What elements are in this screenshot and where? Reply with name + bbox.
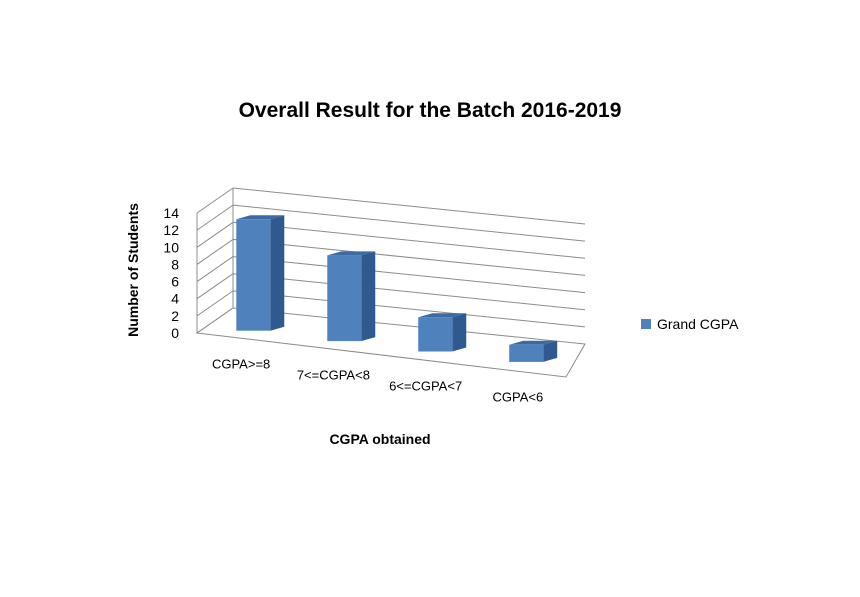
- bar-front-1: [327, 255, 362, 342]
- x-category-label: CGPA>=8: [212, 357, 270, 372]
- y-tick-label: 0: [171, 325, 179, 341]
- y-tick-label: 2: [171, 308, 179, 324]
- legend-label-grand-cgpa: Grand CGPA: [657, 316, 739, 332]
- bar-side-3: [543, 340, 558, 362]
- gridline-left-0: [196, 307, 234, 334]
- y-tick-label: 14: [163, 205, 179, 221]
- y-tick-label: 8: [171, 256, 179, 272]
- bar-3: [509, 340, 558, 362]
- bar-top-3: [509, 340, 558, 345]
- bar-1: [327, 251, 376, 342]
- gridline-back-3: [232, 256, 586, 294]
- gridline-left-2: [196, 273, 234, 300]
- bar-side-0: [270, 215, 285, 331]
- bar-front-2: [418, 317, 453, 352]
- gridline-back-1: [232, 290, 586, 328]
- y-tick-label: 12: [163, 222, 179, 238]
- gridline-left-7: [196, 187, 234, 214]
- gridlines: [195, 187, 586, 378]
- gridline-back-5: [232, 221, 586, 259]
- legend-swatch-grand-cgpa: [641, 319, 651, 329]
- gridline-left-6: [196, 204, 234, 231]
- bar-top-2: [418, 313, 467, 318]
- bar-front-3: [509, 344, 544, 362]
- gridline-left-3: [196, 256, 234, 282]
- gridline-left-5: [196, 221, 234, 248]
- gridline-back-2: [232, 273, 586, 311]
- legend: Grand CGPA: [641, 316, 739, 332]
- bar-side-2: [452, 313, 467, 352]
- bar-top-0: [236, 215, 285, 220]
- gridline-left-1: [196, 290, 234, 317]
- bars: [236, 215, 558, 362]
- bar-side-1: [361, 251, 376, 342]
- bar-0: [236, 215, 285, 331]
- gridline-back-7: [232, 187, 586, 225]
- x-axis-labels: CGPA>=8 7<=CGPA<8 6<=CGPA<7 CGPA<6: [212, 357, 543, 405]
- x-axis-title: CGPA obtained: [329, 431, 430, 447]
- bar-top-1: [327, 251, 376, 256]
- bar-2: [418, 313, 467, 352]
- y-axis-title: Number of Students: [125, 203, 141, 337]
- gridline-back-4: [232, 238, 586, 276]
- y-tick-label: 10: [163, 239, 179, 255]
- x-category-label: 7<=CGPA<8: [297, 368, 370, 383]
- x-category-label: 6<=CGPA<7: [389, 379, 462, 394]
- gridline-left-4: [196, 239, 234, 265]
- chart-title: Overall Result for the Batch 2016-2019: [239, 99, 622, 122]
- bar-front-0: [236, 219, 271, 331]
- y-tick-label: 4: [171, 291, 179, 307]
- x-category-label: CGPA<6: [493, 390, 544, 405]
- gridline-back-6: [232, 204, 586, 242]
- y-tick-label: 6: [171, 274, 179, 290]
